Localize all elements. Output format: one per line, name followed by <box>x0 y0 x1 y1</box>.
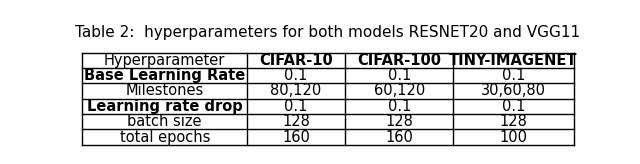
Text: CIFAR-10: CIFAR-10 <box>259 53 333 68</box>
Text: 160: 160 <box>282 130 310 144</box>
Text: 30,60,80: 30,60,80 <box>481 83 546 98</box>
Text: 128: 128 <box>282 114 310 129</box>
Text: Learning rate drop: Learning rate drop <box>87 99 243 114</box>
Text: 100: 100 <box>499 130 527 144</box>
Text: CIFAR-100: CIFAR-100 <box>357 53 441 68</box>
Text: 0.1: 0.1 <box>502 99 525 114</box>
Text: TINY-IMAGENET: TINY-IMAGENET <box>449 53 578 68</box>
Text: 60,120: 60,120 <box>374 83 425 98</box>
Text: 0.1: 0.1 <box>284 68 308 83</box>
Text: 0.1: 0.1 <box>284 99 308 114</box>
Text: 0.1: 0.1 <box>387 99 411 114</box>
Text: total epochs: total epochs <box>120 130 210 144</box>
Text: 0.1: 0.1 <box>387 68 411 83</box>
Text: batch size: batch size <box>127 114 202 129</box>
Text: Base Learning Rate: Base Learning Rate <box>84 68 245 83</box>
Text: 80,120: 80,120 <box>271 83 322 98</box>
Text: Milestones: Milestones <box>125 83 204 98</box>
Text: 128: 128 <box>499 114 527 129</box>
Text: 128: 128 <box>385 114 413 129</box>
Text: 0.1: 0.1 <box>502 68 525 83</box>
Text: Table 2:  hyperparameters for both models RESNET20 and VGG11: Table 2: hyperparameters for both models… <box>76 25 580 41</box>
Text: Hyperparameter: Hyperparameter <box>104 53 225 68</box>
Text: 160: 160 <box>385 130 413 144</box>
